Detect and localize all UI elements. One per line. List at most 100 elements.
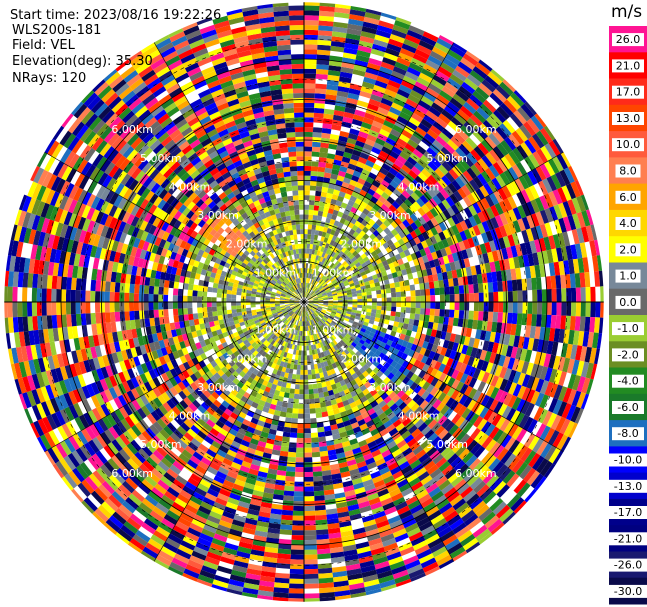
velocity-gate bbox=[159, 316, 165, 325]
velocity-gate bbox=[560, 246, 568, 261]
velocity-gate bbox=[333, 110, 345, 117]
velocity-gate bbox=[414, 175, 425, 186]
velocity-gate bbox=[304, 102, 315, 108]
velocity-gate bbox=[386, 257, 393, 265]
velocity-gate bbox=[317, 255, 322, 262]
velocity-gate bbox=[425, 302, 431, 309]
velocity-gate bbox=[434, 168, 445, 179]
velocity-gate bbox=[314, 259, 318, 265]
velocity-gate bbox=[307, 273, 311, 279]
velocity-gate bbox=[311, 229, 316, 235]
velocity-gate bbox=[468, 337, 476, 348]
velocity-gate bbox=[363, 256, 370, 263]
velocity-gate bbox=[455, 232, 463, 243]
velocity-gate bbox=[478, 59, 493, 72]
velocity-gate bbox=[439, 302, 445, 310]
velocity-gate bbox=[468, 310, 474, 320]
velocity-gate bbox=[304, 117, 314, 123]
velocity-gate bbox=[579, 316, 586, 332]
velocity-gate bbox=[462, 53, 479, 67]
velocity-gate bbox=[355, 182, 364, 190]
velocity-gate bbox=[367, 298, 372, 302]
velocity-gate bbox=[453, 309, 460, 319]
velocity-gate bbox=[353, 259, 359, 265]
velocity-gate bbox=[539, 380, 549, 395]
velocity-gate bbox=[340, 266, 346, 272]
velocity-gate bbox=[473, 310, 479, 321]
velocity-gate bbox=[412, 325, 419, 333]
velocity-gate bbox=[546, 340, 554, 355]
velocity-gate bbox=[321, 252, 326, 258]
velocity-gate bbox=[458, 85, 473, 98]
velocity-gate bbox=[443, 316, 449, 325]
velocity-gate bbox=[451, 224, 460, 235]
velocity-gate bbox=[379, 150, 389, 159]
velocity-gate bbox=[380, 203, 389, 212]
velocity-gate bbox=[378, 20, 395, 30]
velocity-gate bbox=[426, 268, 433, 276]
velocity-gate bbox=[318, 285, 323, 290]
velocity-gate bbox=[333, 220, 340, 227]
velocity-gate bbox=[309, 248, 313, 254]
velocity-gate bbox=[574, 316, 581, 331]
velocity-gate bbox=[423, 349, 431, 358]
velocity-gate bbox=[207, 311, 213, 318]
velocity-gate bbox=[212, 311, 218, 317]
velocity-gate bbox=[393, 209, 402, 218]
velocity-gate bbox=[309, 195, 316, 201]
velocity-gate bbox=[576, 211, 586, 228]
velocity-gate bbox=[337, 303, 343, 307]
velocity-gate bbox=[376, 302, 382, 307]
velocity-gate bbox=[459, 302, 465, 311]
velocity-gate bbox=[543, 161, 556, 177]
velocity-gate bbox=[473, 176, 484, 189]
velocity-gate bbox=[313, 298, 319, 300]
velocity-gate bbox=[337, 256, 343, 263]
velocity-gate bbox=[469, 94, 483, 107]
velocity-gate bbox=[489, 113, 503, 127]
velocity-gate bbox=[354, 270, 361, 276]
velocity-gate bbox=[327, 295, 333, 299]
velocity-gate bbox=[313, 476, 323, 482]
velocity-gate bbox=[354, 253, 361, 260]
velocity-gate bbox=[314, 230, 320, 236]
velocity-gate bbox=[331, 214, 338, 221]
velocity-gate bbox=[430, 295, 436, 302]
velocity-gate bbox=[557, 187, 568, 203]
velocity-gate bbox=[596, 255, 603, 271]
velocity-gate bbox=[341, 156, 351, 164]
velocity-gate bbox=[388, 38, 404, 48]
velocity-gate bbox=[449, 333, 457, 343]
velocity-gate bbox=[449, 97, 463, 110]
velocity-gate bbox=[482, 340, 490, 352]
velocity-gate bbox=[221, 310, 228, 315]
velocity-gate bbox=[336, 90, 349, 98]
velocity-gate bbox=[395, 311, 401, 318]
velocity-gate bbox=[410, 266, 417, 274]
velocity-gate bbox=[304, 146, 313, 152]
velocity-gate bbox=[294, 354, 299, 360]
velocity-gate bbox=[482, 119, 496, 133]
velocity-gate bbox=[561, 288, 567, 302]
velocity-gate bbox=[489, 261, 496, 273]
velocity-gate bbox=[432, 322, 439, 331]
velocity-gate bbox=[350, 288, 357, 292]
velocity-gate bbox=[369, 240, 376, 247]
velocity-gate bbox=[477, 381, 486, 393]
velocity-gate bbox=[321, 291, 327, 295]
velocity-gate bbox=[226, 309, 232, 315]
velocity-gate bbox=[414, 227, 422, 237]
velocity-gate bbox=[359, 259, 366, 265]
velocity-gate bbox=[539, 163, 551, 179]
velocity-gate bbox=[452, 277, 459, 287]
velocity-gate bbox=[423, 246, 431, 255]
velocity-gate bbox=[376, 171, 387, 180]
velocity-gate bbox=[399, 280, 405, 287]
velocity-gate bbox=[395, 17, 412, 26]
velocity-gate bbox=[308, 303, 314, 305]
velocity-gate bbox=[572, 330, 580, 346]
velocity-gate bbox=[305, 292, 307, 298]
velocity-gate bbox=[405, 307, 411, 314]
velocity-gate bbox=[440, 248, 448, 257]
velocity-gate bbox=[396, 115, 409, 126]
